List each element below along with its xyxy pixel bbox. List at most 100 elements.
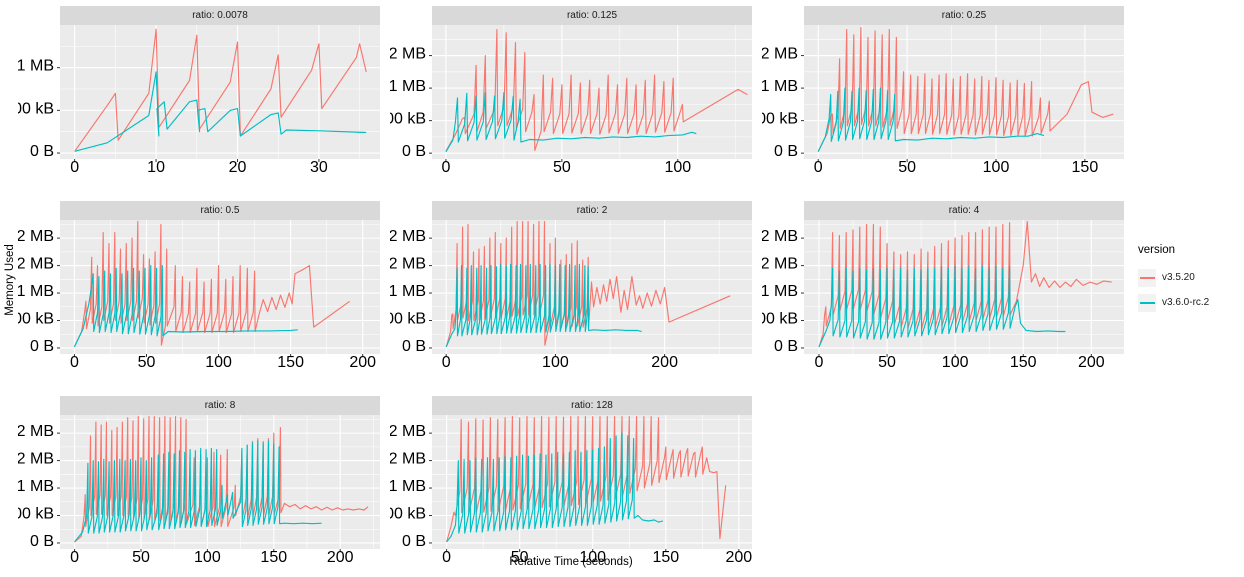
svg-text:200: 200: [327, 549, 354, 564]
legend: version v3.5.20 v3.6.0-rc.2: [1138, 244, 1209, 316]
svg-text:2 MB: 2 MB: [390, 423, 426, 440]
legend-item-v360rc2: v3.6.0-rc.2: [1138, 291, 1209, 314]
y-axis-title: Memory Used: [4, 244, 16, 316]
svg-text:500 kB: 500 kB: [390, 311, 426, 328]
svg-text:0: 0: [70, 354, 79, 369]
svg-text:200: 200: [1078, 354, 1105, 369]
svg-text:100: 100: [983, 159, 1010, 174]
svg-text:1 MB: 1 MB: [762, 283, 798, 300]
legend-title: version: [1138, 244, 1176, 256]
facet-plot-area: 0 50 100 150 0 B 500 kB 1 MB 2 MB: [748, 25, 1124, 176]
svg-text:0: 0: [70, 549, 79, 564]
facet-ratio-2: ratio: 2 0 100 200 0 B 500 kB 1 MB 2 MB 2 MB: [376, 201, 752, 374]
svg-text:2 MB: 2 MB: [390, 256, 426, 273]
series-line-v3.6.0-rc.2: [445, 92, 697, 153]
svg-text:1 MB: 1 MB: [390, 78, 426, 95]
svg-text:0: 0: [70, 159, 79, 174]
svg-text:1 MB: 1 MB: [762, 78, 798, 95]
svg-text:200: 200: [651, 354, 678, 369]
series-line-v3.5.20: [73, 221, 351, 348]
series-line-v3.5.20: [445, 221, 731, 348]
facet-grid: ratio: 0.0078 0 10 20 30 0 B 500 kB 1 MB ratio: …: [4, 6, 1124, 569]
legend-key-box: [1138, 293, 1156, 312]
svg-text:0: 0: [441, 159, 450, 174]
facet-plot-area: 0 50 100 150 200 0 B 500 kB 1 MB 2 MB 2 MB: [748, 220, 1124, 371]
svg-text:150: 150: [260, 549, 287, 564]
svg-text:0: 0: [815, 354, 824, 369]
facet-strip-label: ratio: 0.125: [432, 6, 752, 25]
facet-strip-label: ratio: 0.0078: [60, 6, 380, 25]
facet-plot-area: 0 50 100 150 200 0 B 500 kB 1 MB 2 MB 2 MB: [376, 415, 752, 566]
series-line-v3.5.20: [74, 28, 367, 152]
facet-plot-area: 0 50 100 0 B 500 kB 1 MB 2 MB: [376, 25, 752, 176]
svg-text:0 B: 0 B: [402, 143, 426, 160]
svg-text:0 B: 0 B: [402, 533, 426, 550]
legend-label: v3.6.0-rc.2: [1162, 297, 1210, 308]
facet-strip-label: ratio: 128: [432, 396, 752, 415]
svg-text:1 MB: 1 MB: [18, 283, 54, 300]
svg-text:20: 20: [229, 159, 247, 174]
facet-strip-label: ratio: 4: [804, 201, 1124, 220]
svg-text:500 kB: 500 kB: [18, 506, 54, 523]
svg-text:150: 150: [277, 354, 304, 369]
svg-text:500 kB: 500 kB: [390, 111, 426, 128]
svg-text:0 B: 0 B: [774, 338, 798, 355]
svg-text:100: 100: [194, 549, 221, 564]
svg-text:10: 10: [147, 159, 165, 174]
svg-text:2 MB: 2 MB: [18, 256, 54, 273]
facet-ratio-0.0078: ratio: 0.0078 0 10 20 30 0 B 500 kB 1 MB: [4, 6, 380, 179]
svg-text:0: 0: [442, 354, 451, 369]
facet-plot-area: 0 100 200 0 B 500 kB 1 MB 2 MB 2 MB: [376, 220, 752, 371]
facet-ratio-4: ratio: 4 0 50 100 150 200 0 B 500 kB 1 MB 2 MB 2 M…: [748, 201, 1124, 374]
svg-text:100: 100: [664, 159, 691, 174]
series-line-v3.6.0-rc.2: [818, 266, 1066, 348]
facet-strip-label: ratio: 0.25: [804, 6, 1124, 25]
facet-plot-area: 0 50 100 150 200 0 B 500 kB 1 MB 2 MB 2 MB: [4, 415, 380, 566]
svg-text:0 B: 0 B: [30, 533, 54, 550]
x-axis-title: Relative Time (seconds): [509, 556, 633, 568]
svg-text:150: 150: [652, 549, 679, 564]
svg-text:0 B: 0 B: [30, 143, 54, 160]
legend-key-box: [1138, 268, 1156, 287]
svg-text:2 MB: 2 MB: [762, 256, 798, 273]
facet-plot-area: 0 50 100 150 200 0 B 500 kB 1 MB 2 MB 2 MB: [4, 220, 380, 371]
svg-text:1 MB: 1 MB: [390, 283, 426, 300]
svg-text:100: 100: [205, 354, 232, 369]
svg-text:50: 50: [132, 549, 150, 564]
svg-text:500 kB: 500 kB: [762, 311, 798, 328]
svg-text:1 MB: 1 MB: [18, 58, 54, 75]
facet-strip-label: ratio: 0.5: [60, 201, 380, 220]
svg-text:1 MB: 1 MB: [390, 478, 426, 495]
svg-text:30: 30: [310, 159, 328, 174]
svg-text:0 B: 0 B: [30, 338, 54, 355]
svg-text:0 B: 0 B: [774, 143, 798, 160]
svg-text:100: 100: [579, 549, 606, 564]
facet-plot-area: 0 10 20 30 0 B 500 kB 1 MB: [4, 25, 380, 176]
series-line-v3.6.0-rc.2: [74, 71, 367, 152]
svg-text:1 MB: 1 MB: [18, 478, 54, 495]
svg-text:2 MB: 2 MB: [762, 228, 798, 245]
svg-text:500 kB: 500 kB: [762, 111, 798, 128]
svg-text:2 MB: 2 MB: [390, 228, 426, 245]
facet-strip-label: ratio: 8: [60, 396, 380, 415]
series-line-v3.5.20: [445, 29, 748, 152]
svg-text:200: 200: [725, 549, 752, 564]
svg-text:2 MB: 2 MB: [390, 46, 426, 63]
svg-text:0: 0: [814, 159, 823, 174]
svg-text:500 kB: 500 kB: [18, 311, 54, 328]
svg-text:2 MB: 2 MB: [762, 46, 798, 63]
svg-text:2 MB: 2 MB: [390, 451, 426, 468]
svg-text:100: 100: [942, 354, 969, 369]
series-line-v3.6.0-rc.2: [817, 87, 1045, 153]
svg-text:50: 50: [138, 354, 156, 369]
svg-text:50: 50: [898, 159, 916, 174]
svg-text:500 kB: 500 kB: [390, 506, 426, 523]
facet-ratio-0.5: ratio: 0.5 0 50 100 150 200 0 B 500 kB 1 MB 2 MB 2…: [4, 201, 380, 374]
svg-text:50: 50: [878, 354, 896, 369]
facet-strip-label: ratio: 2: [432, 201, 752, 220]
svg-text:50: 50: [553, 159, 571, 174]
svg-text:50: 50: [511, 549, 529, 564]
svg-text:0: 0: [442, 549, 451, 564]
facet-ratio-8: ratio: 8 0 50 100 150 200 0 B 500 kB 1 MB 2 MB 2 M…: [4, 396, 380, 569]
